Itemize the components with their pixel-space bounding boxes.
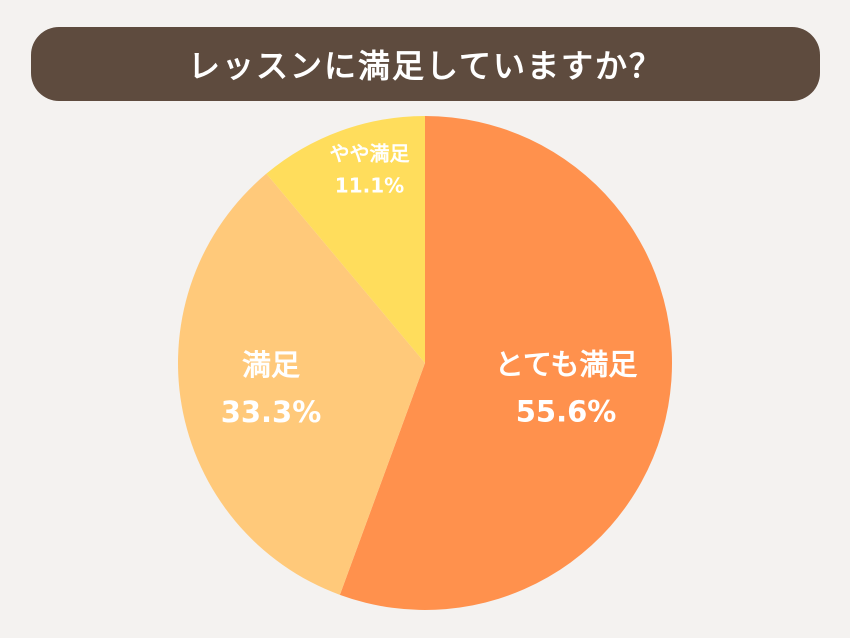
- slice-satisfied-value: 33.3%: [221, 395, 322, 429]
- slice-very-satisfied-label: とても満足: [495, 348, 638, 382]
- chart-title: レッスンに満足していますか？: [187, 47, 664, 85]
- slice-very-satisfied-value: 55.6%: [516, 395, 617, 429]
- slice-satisfied: [177, 173, 425, 595]
- slice-somewhat-satisfied-value: 11.1%: [335, 173, 404, 197]
- title-bar: レッスンに満足していますか？: [31, 27, 820, 101]
- slice-somewhat-satisfied: [266, 116, 425, 363]
- slice-very-satisfied: [339, 116, 672, 610]
- slice-satisfied-label: 満足: [242, 348, 300, 382]
- slice-somewhat-satisfied-label: やや満足: [329, 141, 410, 165]
